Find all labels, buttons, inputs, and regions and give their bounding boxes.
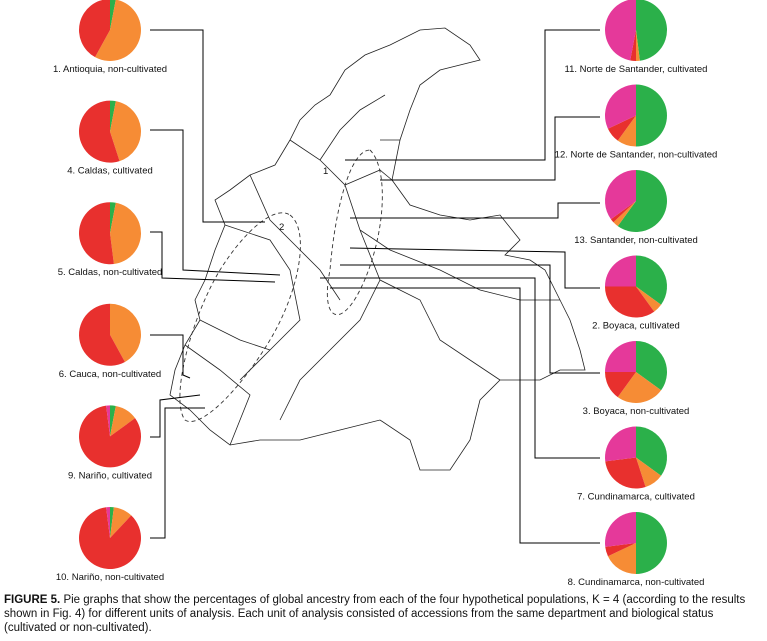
pie-slice (605, 341, 636, 372)
connector (150, 334, 191, 379)
pie-label: 5. Caldas, non-cultivated (58, 267, 163, 278)
pie-slice (605, 512, 636, 547)
pie-slice (605, 286, 655, 318)
pie-slice (79, 202, 114, 265)
caption: FIGURE 5. Pie graphs that show the perce… (4, 593, 764, 635)
pie-slice (605, 255, 636, 287)
connector (150, 407, 205, 539)
pie-slice (106, 405, 110, 437)
pie-slice (79, 0, 110, 58)
pie-slice (110, 405, 136, 437)
pie-slice (636, 512, 667, 574)
connector (150, 29, 265, 223)
pie-label: 8. Cundinamarca, non-cultivated (568, 577, 705, 588)
pie-slice (110, 507, 132, 538)
connector (150, 129, 281, 276)
connector (320, 277, 600, 459)
pie-slice (605, 457, 646, 489)
country-outline (169, 27, 586, 471)
pie-label: 9. Nariño, cultivated (68, 470, 152, 481)
pie-slice (610, 201, 636, 223)
population-2-outline (179, 212, 301, 422)
map-figure: 1 2 1. Antioquia, non-cultivated 4. Calda… (53, 0, 718, 588)
pie-slice (607, 543, 636, 574)
map-label: 2 (279, 222, 284, 233)
connector (349, 247, 600, 289)
pie-slice (79, 303, 125, 366)
pie-slice (617, 372, 662, 403)
pie-slice (636, 255, 667, 305)
department-borders (184, 94, 560, 446)
pie-slice (110, 101, 141, 162)
pie-slice (617, 115, 636, 147)
connector (345, 29, 600, 161)
connector (150, 231, 276, 283)
pie-slice (79, 507, 142, 569)
pie-slice (605, 170, 636, 220)
pie-label: 4. Caldas, cultivated (67, 166, 153, 177)
pie-slice (605, 543, 636, 557)
population-1-outline (326, 149, 383, 315)
pie-slice (110, 202, 141, 264)
pie-slice (110, 507, 114, 538)
pie-slice (110, 100, 116, 132)
pie-label: 1. Antioquia, non-cultivated (53, 64, 167, 75)
pie-slice (95, 0, 141, 61)
pie-slice (110, 405, 116, 437)
pie-slice (605, 426, 636, 462)
pie-slice (613, 201, 636, 227)
pie-slice (636, 30, 640, 61)
pie-slice (607, 115, 636, 141)
map-label: 1 (323, 166, 328, 177)
pie-slice (630, 30, 636, 61)
pie-slice (605, 84, 636, 129)
pie-label: 12. Norte de Santander, non-cultivated (555, 150, 718, 161)
connector (350, 202, 600, 219)
pie-slice (106, 507, 110, 538)
pie-slice (110, 202, 116, 234)
pie-slice (79, 405, 142, 468)
pie-label: 7. Cundinamarca, cultivated (577, 492, 695, 503)
pie-slice (636, 341, 667, 391)
pie-slice (110, 0, 116, 30)
connector (340, 264, 600, 374)
connector (330, 287, 600, 544)
pie-label: 10. Nariño, non-cultivated (56, 572, 164, 583)
pie-slice (636, 0, 667, 61)
pie-slice (79, 100, 120, 163)
pie-slice (636, 457, 662, 487)
connector (150, 394, 201, 438)
pie-slice (636, 84, 667, 147)
pie-label: 3. Boyaca, non-cultivated (583, 406, 690, 417)
pie-label: 13. Santander, non-cultivated (574, 235, 698, 246)
pie-label: 6. Cauca, non-cultivated (59, 369, 161, 380)
pie-slice (605, 0, 636, 61)
pie-slice (110, 303, 142, 362)
pie-label: 11. Norte de Santander, cultivated (565, 64, 708, 75)
pie-slice (636, 426, 667, 476)
pie-slice (617, 170, 668, 232)
pie-slice (636, 286, 662, 312)
connector (380, 116, 600, 181)
pie-label: 2. Boyaca, cultivated (592, 321, 680, 332)
caption-label: FIGURE 5. (4, 594, 61, 606)
pie-slice (605, 372, 636, 398)
caption-text: Pie graphs that show the percentages of … (4, 594, 746, 634)
